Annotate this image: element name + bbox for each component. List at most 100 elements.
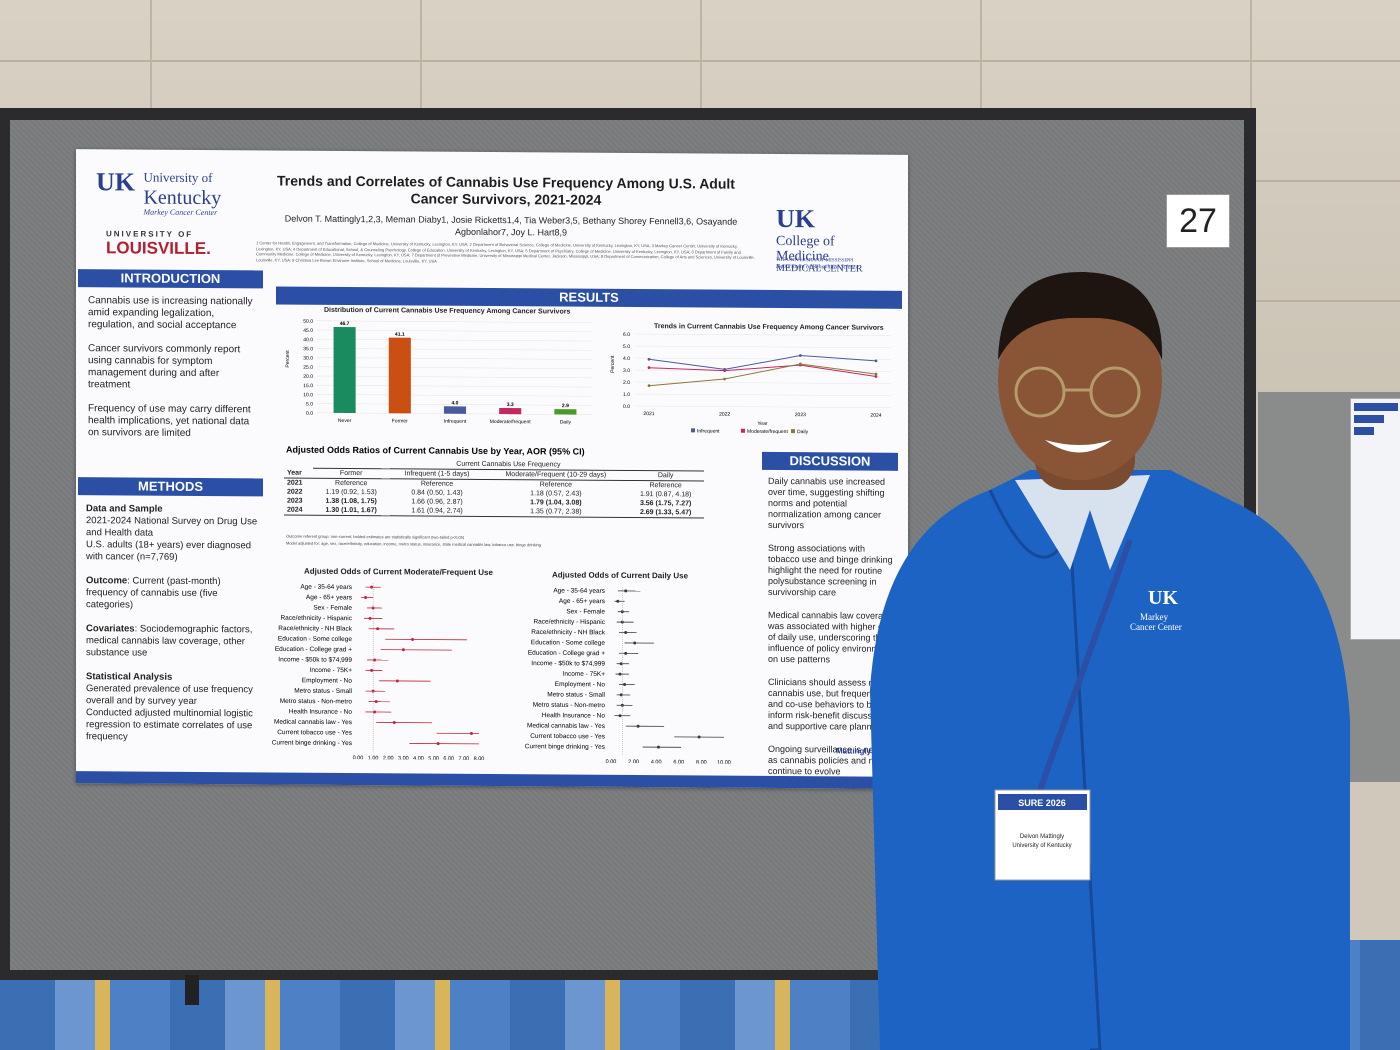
gridline [634, 381, 891, 385]
x-tick-label: 1.00 [368, 756, 379, 760]
x-tick-label: Daily [560, 419, 572, 425]
series-point [723, 369, 727, 373]
gridline [317, 329, 593, 333]
board-leg [185, 975, 199, 1005]
estimate-point [392, 721, 396, 725]
forest-row-label: Medical cannabis law - Yes [274, 719, 353, 727]
forest-row-label: Race/ethnicity - NH Black [531, 629, 605, 637]
y-tick-label: 5.0 [306, 402, 313, 408]
forest-row-label: Health Insurance - No [542, 712, 606, 719]
gridline [317, 338, 593, 342]
badge-org: University of Kentucky [1012, 843, 1071, 849]
bar [388, 337, 411, 414]
estimate-point [469, 731, 473, 735]
x-tick-label: 8.00 [474, 756, 485, 760]
forest-plot-2-title: Adjusted Odds of Current Daily Use [552, 570, 689, 581]
jacket-brand-line2: Cancer Center [1130, 622, 1182, 632]
gridline [317, 366, 593, 369]
forest-row-label: Current binge drinking - Yes [272, 739, 353, 747]
badge-name: Delvon Mattingly [1020, 834, 1064, 840]
table-notes: Outcome referent group: non-current; bol… [286, 533, 541, 548]
x-tick-label: 2.00 [628, 759, 639, 763]
series-line [648, 364, 877, 377]
forest-row-label: Metro status - Small [294, 688, 352, 695]
legend-label: Infrequent [697, 428, 720, 434]
series-point [647, 384, 651, 388]
forest-row-label: Education - Some college [531, 639, 605, 647]
bar-value-label: 46.7 [340, 321, 350, 327]
estimate-point [619, 693, 623, 697]
series-point [874, 372, 878, 376]
forest-row-label: Current tobacco use - Yes [530, 733, 606, 741]
bar-chart: 0.0 5.0 10.0 15.0 20.0 25.0 30.0 35.0 40.0 45.0 50… [285, 319, 593, 426]
estimate-point [656, 745, 660, 749]
estimate-point [370, 668, 374, 672]
y-tick-label: 4.0 [623, 356, 630, 362]
forest-row-label: Employment - No [555, 681, 606, 688]
forest-row-label: Education - Some college [278, 636, 352, 644]
intro-bullets: Cannabis use is increasing nationally am… [88, 295, 258, 452]
line-chart: 0.0 1.0 2.0 3.0 4.0 5.0 6.0 Percent 2021 2022 2023… [610, 332, 891, 435]
y-tick-label: 15.0 [303, 383, 313, 389]
forest-row-label: Education - College grad + [275, 646, 352, 654]
y-axis-label: Percent [285, 350, 291, 368]
forest-row-label: Race/ethnicity - Hispanic [280, 615, 352, 623]
x-tick-label: 6.00 [673, 760, 684, 764]
forest-row-label: Age - 35-64 years [553, 587, 605, 594]
x-tick-label: 8.00 [696, 760, 707, 764]
series-point [798, 354, 802, 357]
x-tick-label: Former [392, 418, 408, 424]
y-tick-label: 25.0 [303, 365, 313, 371]
estimate-point [373, 658, 377, 662]
intro-bullet: Frequency of use may carry different hea… [88, 403, 251, 439]
jacket-brand-line1: Markey [1140, 612, 1168, 622]
uk-markey-logo: UK University of Kentucky Markey Cancer … [96, 167, 222, 218]
estimate-point [410, 637, 414, 641]
bar [443, 406, 467, 414]
methods-heading: METHODS [78, 477, 263, 497]
methods-bullets: Data and Sample 2021-2024 National Surve… [86, 503, 258, 743]
y-tick-label: 40.0 [303, 337, 313, 343]
table-row: 2024 1.30 (1.01, 1.67) 1.61 (0.94, 2.74) 1.… [284, 505, 704, 518]
estimate-point [619, 662, 623, 666]
estimate-point [623, 683, 627, 687]
estimate-point [370, 585, 374, 589]
legend-swatch [691, 428, 695, 433]
y-tick-label: 20.0 [303, 374, 313, 380]
estimate-point [633, 641, 637, 645]
x-tick-label: Moderate/frequent [490, 419, 531, 425]
estimate-point [401, 648, 405, 652]
intro-heading: INTRODUCTION [78, 269, 263, 289]
intro-bullet: Cannabis use is increasing nationally am… [88, 295, 253, 332]
gridline [317, 384, 593, 388]
forest-row-label: Health Insurance - No [289, 708, 353, 715]
x-tick-label: 2021 [643, 411, 654, 417]
gridline [317, 357, 593, 360]
legend-swatch [741, 428, 745, 433]
forest-row-label: Current binge drinking - Yes [525, 743, 606, 751]
series-point [647, 366, 651, 370]
gridline [317, 403, 593, 406]
estimate-point [624, 651, 628, 655]
estimate-point [618, 714, 622, 718]
research-poster: UK University of Kentucky Markey Cancer … [76, 149, 908, 789]
bar [554, 409, 577, 415]
y-axis-label: Percent [610, 355, 616, 373]
forest-row-label: Sex - Female [313, 605, 352, 612]
uk-mark-icon: UK [1148, 587, 1178, 609]
estimate-point [624, 589, 628, 593]
series-point [647, 357, 651, 361]
estimate-point [395, 679, 399, 683]
bar-value-label: 3.3 [507, 402, 514, 408]
forest-row-label: Income - 75K+ [563, 671, 606, 678]
y-tick-label: 0.0 [623, 404, 630, 410]
gridline [317, 394, 593, 397]
y-tick-label: 0.0 [306, 411, 313, 417]
legend-swatch [791, 429, 795, 434]
bar-value-label: 2.9 [562, 403, 569, 409]
presenter-person: SURE 2026 Delvon Mattingly University of… [870, 271, 1350, 1050]
forest-row-label: Metro status - Non-metro [280, 698, 353, 706]
estimate-point [616, 599, 620, 603]
badge-event: SURE 2026 [1018, 798, 1066, 808]
forest-row-label: Education - College grad + [528, 650, 605, 658]
